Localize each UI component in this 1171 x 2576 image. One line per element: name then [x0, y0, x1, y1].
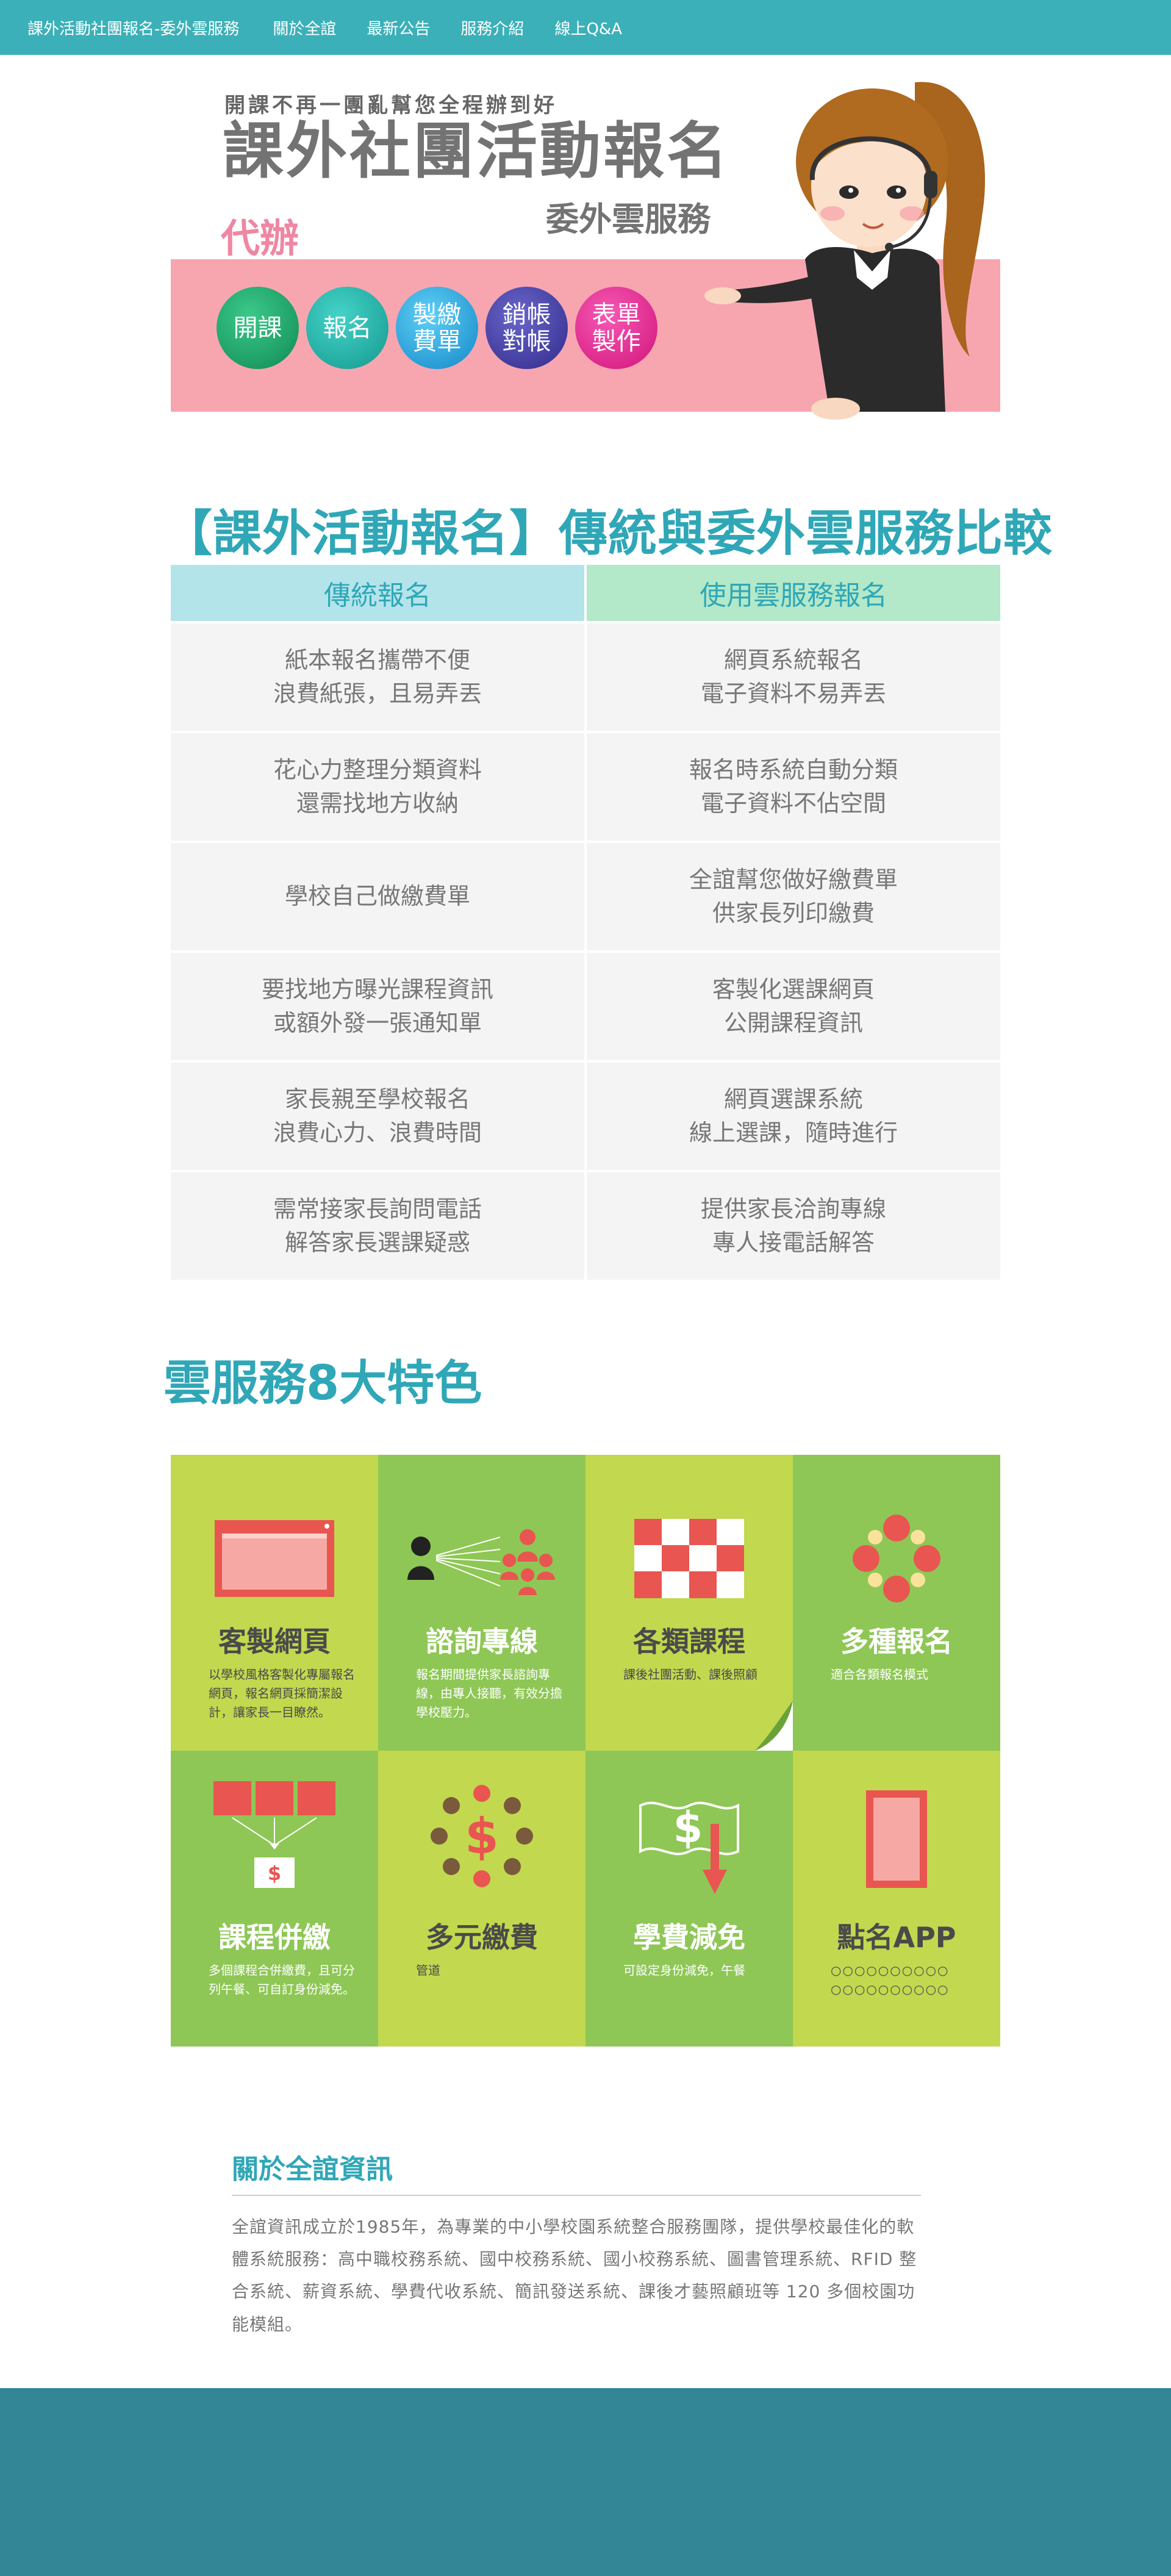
comparison-cell-traditional: 紙本報名攜帶不便 浪費紙張，且易弄丟 [171, 623, 584, 731]
comparison-cell-traditional: 家長親至學校報名 浪費心力、浪費時間 [171, 1063, 584, 1170]
hotline-icon [378, 1504, 586, 1613]
feature-tile-hotline: 諮詢專線 報名期間提供家長諮詢專線，由專人接聽，有效分擔學校壓力。 [378, 1455, 586, 1751]
comparison-cell-cloud: 客製化選課網頁 公開課程資訊 [587, 953, 1000, 1060]
tablet-icon [793, 1784, 1000, 1894]
nav-link-services[interactable]: 服務介紹 [460, 20, 525, 38]
hero-badge: 代辦 [221, 217, 299, 262]
svg-text:$: $ [673, 1803, 703, 1853]
service-label: 銷帳 對帳 [502, 300, 551, 356]
nav-link-about[interactable]: 關於全誼 [273, 20, 337, 38]
feature-desc: 報名期間提供家長諮詢專線，由專人接聽，有效分擔學校壓力。 [416, 1667, 562, 1720]
feature-title: 多種報名 [840, 1625, 953, 1658]
comparison-cell-traditional: 花心力整理分類資料 還需找地方收納 [171, 733, 584, 841]
comparison-row: 需常接家長詢問電話 解答家長選課疑惑 提供家長洽詢專線 專人接電話解答 [171, 1172, 1000, 1280]
comparison-header-traditional: 傳統報名 [171, 565, 584, 621]
page-curl-icon [755, 1701, 793, 1751]
footer [0, 2388, 1171, 2576]
feature-tile-multi-registration: 多種報名 適合各類報名模式 [793, 1455, 1000, 1751]
feature-desc: 可設定身份減免，午餐 [623, 1963, 745, 1978]
comparison-row: 紙本報名攜帶不便 浪費紙張，且易弄丟 網頁系統報名 電子資料不易弄丟 [171, 623, 1000, 731]
feature-tile-course-merge: $ 課程併繳 多個課程合併繳費，且可分列午餐、可自訂身份減免。 [171, 1751, 378, 2047]
flower-icon [793, 1504, 1000, 1613]
comparison-cell-traditional: 學校自己做繳費單 [171, 843, 584, 950]
feature-desc: 課後社團活動、課後照顧 [623, 1667, 757, 1682]
feature-title: 課程併繳 [218, 1921, 331, 1954]
comparison-header-cloud: 使用雲服務報名 [587, 565, 1000, 621]
customer-service-girl-illustration [704, 82, 986, 420]
features-title: 雲服務8大特色 [163, 1356, 482, 1411]
features-grid: 客製網頁 以學校風格客製化專屬報名網頁，報名網頁採簡潔設計，讓家長一目瞭然。 諮… [171, 1455, 1000, 2047]
feature-tile-rollcall-app: 點名APP ○○○○○○○○○○ ○○○○○○○○○○ [793, 1751, 1000, 2047]
hero-banner: 開課不再一團亂幫您全程辦到好 課外社團活動報名 委外雲服務 代辦 開課 報名 製… [171, 70, 1000, 424]
nav-link-qa[interactable]: 線上Q&A [554, 20, 622, 38]
comparison-title: 【課外活動報名】傳統與委外雲服務比較 [163, 505, 1053, 562]
service-circle-forms: 表單 製作 [575, 287, 657, 369]
comparison-cell-cloud: 網頁選課系統 線上選課，隨時進行 [587, 1063, 1000, 1170]
service-circle-reconcile: 銷帳 對帳 [485, 287, 568, 369]
checkerboard-icon [586, 1504, 793, 1613]
service-circle-register: 報名 [306, 287, 389, 369]
comparison-cell-traditional: 需常接家長詢問電話 解答家長選課疑惑 [171, 1172, 584, 1280]
feature-desc: 管道 [416, 1963, 440, 1978]
nav-link-news[interactable]: 最新公告 [367, 20, 431, 38]
service-label: 製繳 費單 [412, 300, 462, 356]
comparison-cell-cloud: 網頁系統報名 電子資料不易弄丟 [587, 623, 1000, 731]
feature-desc: ○○○○○○○○○○ ○○○○○○○○○○ [831, 1963, 950, 1997]
fee-reduction-icon: $ [586, 1790, 793, 1900]
service-label: 開課 [233, 314, 282, 342]
site-brand[interactable]: 課外活動社團報名-委外雲服務 [27, 20, 240, 38]
top-nav: 課外活動社團報名-委外雲服務 關於全誼 最新公告 服務介紹 線上Q&A [0, 0, 1171, 55]
hero-tagline: 開課不再一團亂幫您全程辦到好 [224, 93, 557, 118]
comparison-cell-traditional: 要找地方曝光課程資訊 或額外發一張通知單 [171, 953, 584, 1060]
feature-desc: 適合各類報名模式 [831, 1667, 928, 1682]
comparison-row: 要找地方曝光課程資訊 或額外發一張通知單 客製化選課網頁 公開課程資訊 [171, 953, 1000, 1060]
feature-title: 客製網頁 [218, 1625, 331, 1658]
feature-tile-custom-webpage: 客製網頁 以學校風格客製化專屬報名網頁，報名網頁採簡潔設計，讓家長一目瞭然。 [171, 1455, 378, 1751]
comparison-cell-cloud: 報名時系統自動分類 電子資料不佔空間 [587, 733, 1000, 841]
feature-title: 多元繳費 [426, 1921, 538, 1954]
comparison-header-row: 傳統報名 使用雲服務報名 [171, 565, 1000, 621]
comparison-row: 花心力整理分類資料 還需找地方收納 報名時系統自動分類 電子資料不佔空間 [171, 733, 1000, 841]
service-label: 報名 [323, 314, 372, 342]
comparison-cell-cloud: 全誼幫您做好繳費單 供家長列印繳費 [587, 843, 1000, 950]
dollar-dots-icon: $ [378, 1781, 586, 1891]
merge-icon: $ [171, 1781, 378, 1894]
feature-tile-course-types: 各類課程 課後社團活動、課後照顧 [586, 1455, 793, 1751]
service-circle-billing: 製繳 費單 [396, 287, 478, 369]
feature-desc: 以學校風格客製化專屬報名網頁，報名網頁採簡潔設計，讓家長一目瞭然。 [209, 1667, 355, 1720]
feature-title: 學費減免 [633, 1921, 745, 1954]
service-circle-open-course: 開課 [217, 287, 299, 369]
about-title: 關於全誼資訊 [232, 2147, 921, 2196]
comparison-table: 傳統報名 使用雲服務報名 紙本報名攜帶不便 浪費紙張，且易弄丟 網頁系統報名 電… [171, 565, 1000, 1280]
feature-title: 點名APP [837, 1921, 956, 1954]
service-circles: 開課 報名 製繳 費單 銷帳 對帳 表單 製作 [217, 287, 657, 369]
svg-text:$: $ [465, 1808, 499, 1865]
feature-title: 諮詢專線 [426, 1625, 538, 1658]
feature-desc: 多個課程合併繳費，且可分列午餐、可自訂身份減免。 [209, 1963, 355, 1997]
hero-subheadline: 委外雲服務 [546, 200, 711, 239]
about-section: 關於全誼資訊 全誼資訊成立於1985年，為專業的中小學校園系統整合服務團隊，提供… [232, 2147, 921, 2341]
feature-title: 各類課程 [633, 1625, 745, 1658]
webpage-icon [171, 1504, 378, 1613]
comparison-cell-cloud: 提供家長洽詢專線 專人接電話解答 [587, 1172, 1000, 1280]
service-label: 表單 製作 [592, 300, 641, 356]
feature-tile-multi-payment: $ 多元繳費 管道 [378, 1751, 586, 2047]
feature-tile-fee-reduction: $ 學費減免 可設定身份減免，午餐 [586, 1751, 793, 2047]
comparison-row: 家長親至學校報名 浪費心力、浪費時間 網頁選課系統 線上選課，隨時進行 [171, 1063, 1000, 1170]
hero-headline: 課外社團活動報名 [223, 115, 730, 187]
about-text: 全誼資訊成立於1985年，為專業的中小學校園系統整合服務團隊，提供學校最佳化的軟… [232, 2217, 917, 2334]
comparison-row: 學校自己做繳費單 全誼幫您做好繳費單 供家長列印繳費 [171, 843, 1000, 950]
svg-text:$: $ [268, 1862, 281, 1885]
